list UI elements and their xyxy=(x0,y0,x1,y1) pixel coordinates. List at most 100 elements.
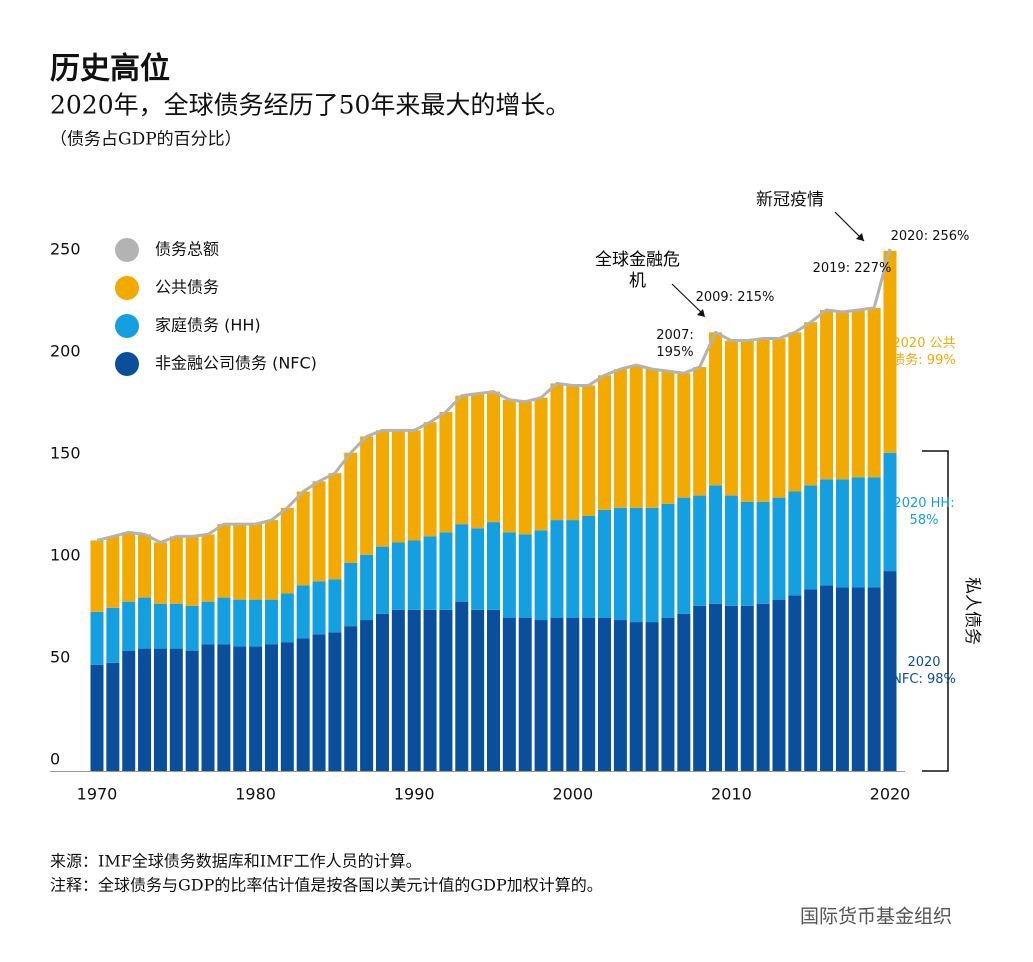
bar-segment xyxy=(502,532,516,618)
bar-segment xyxy=(518,534,532,618)
arrow xyxy=(671,283,705,316)
bar-segment xyxy=(550,618,564,771)
bar-segment xyxy=(851,587,865,771)
bar-segment xyxy=(835,479,849,588)
bar-segment xyxy=(788,491,802,596)
bar-segment xyxy=(280,507,294,594)
bar-segment xyxy=(169,603,183,649)
bar-segment xyxy=(106,662,120,771)
bar-segment xyxy=(153,648,167,771)
x-tick-label: 1990 xyxy=(394,785,435,804)
bar-segment xyxy=(693,367,707,496)
bar-segment xyxy=(487,522,500,610)
bar-segment xyxy=(661,371,675,504)
bar-segment xyxy=(328,632,342,771)
bar-segment xyxy=(835,312,849,480)
bar-segment xyxy=(344,626,358,771)
bar-segment xyxy=(439,532,453,610)
bar-segment xyxy=(439,609,453,771)
bracket xyxy=(922,450,949,772)
bar-segment xyxy=(328,473,342,580)
bar-segment xyxy=(835,587,849,771)
bar-segment xyxy=(709,332,723,486)
bar-segment xyxy=(296,491,310,586)
bar-segment xyxy=(455,395,469,525)
bar-segment xyxy=(629,365,643,508)
bar-segment xyxy=(756,603,770,771)
value-label-box: 2019: 227% xyxy=(812,260,892,276)
legend-marker xyxy=(115,352,139,376)
bar-segment xyxy=(788,332,802,492)
bar-segment xyxy=(756,501,770,604)
bar-segment xyxy=(693,495,707,606)
bar-segment xyxy=(550,383,564,521)
bar-segment xyxy=(233,646,247,771)
bar-segment xyxy=(471,609,485,771)
bar-segment xyxy=(740,340,754,502)
bar-segment xyxy=(883,250,897,453)
bar-segment xyxy=(90,540,104,612)
bar-segment xyxy=(106,607,120,663)
bar-segment xyxy=(820,479,834,586)
legend-label: 非金融公司债务 (NFC) xyxy=(155,354,317,373)
bar-segment xyxy=(693,605,707,771)
bar-segment xyxy=(360,436,374,555)
x-tick-label: 1970 xyxy=(77,785,118,804)
y-tick-label: 200 xyxy=(50,342,81,361)
bar-segment xyxy=(804,322,818,486)
bar-segment xyxy=(677,613,691,771)
bar-segment xyxy=(724,340,738,496)
value-label-box: 2007: 195% xyxy=(656,328,693,360)
bar-segment xyxy=(423,609,437,771)
bar-segment xyxy=(883,571,897,771)
bar-segment xyxy=(153,603,167,649)
bar-segment xyxy=(487,609,500,771)
note: 注释：全球债务与GDP的比率估计值是按各国以美元计值的GDP加权计算的。 xyxy=(50,876,603,895)
bar-segment xyxy=(296,638,310,771)
value-label-box: 2020 NFC: 98% xyxy=(892,655,956,687)
legend-label: 家庭债务 (HH) xyxy=(155,316,261,335)
bar-segment xyxy=(534,397,548,531)
bar-segment xyxy=(249,599,263,647)
bar-segment xyxy=(185,536,199,606)
bar-segment xyxy=(788,595,802,771)
arrowhead xyxy=(856,233,864,241)
total-line xyxy=(96,248,892,545)
bar-segment xyxy=(566,520,580,618)
bar-segment xyxy=(122,650,136,771)
bar-segment xyxy=(217,524,231,598)
bar-segment xyxy=(534,620,548,771)
bar-segment xyxy=(709,603,723,771)
bar-segment xyxy=(455,524,469,602)
bar-segment xyxy=(661,503,675,618)
bar-segment xyxy=(645,369,659,508)
value-label: 2019: 227% xyxy=(812,260,892,276)
bar-segment xyxy=(471,393,485,529)
bar-segment xyxy=(487,391,500,523)
bar-segment xyxy=(772,338,786,498)
value-label-box: 2009: 215% xyxy=(696,290,775,305)
legend-label: 公共债务 xyxy=(155,278,219,297)
bar-segment xyxy=(518,618,532,771)
bar-segment xyxy=(804,485,818,590)
bar-segment xyxy=(153,542,167,604)
chart-title: 历史高位 xyxy=(50,52,170,87)
bar-segment xyxy=(740,605,754,771)
x-tick-label: 2020 xyxy=(870,785,911,804)
y-tick-label: 0 xyxy=(50,750,60,769)
x-tick-label: 2000 xyxy=(552,785,593,804)
bar-segment xyxy=(645,622,659,771)
bar-segment xyxy=(423,536,437,610)
bar-segment xyxy=(138,597,152,649)
bar-segment xyxy=(360,554,374,621)
bar-segment xyxy=(233,599,247,647)
bar-segment xyxy=(360,620,374,771)
bar-segment xyxy=(582,618,596,771)
bar-segment xyxy=(867,587,881,771)
bar-segment xyxy=(264,644,278,771)
value-label: 2020: 256% xyxy=(890,228,970,244)
bar-segment xyxy=(328,579,342,633)
bar-segment xyxy=(502,399,516,533)
bar-segment xyxy=(201,644,215,771)
